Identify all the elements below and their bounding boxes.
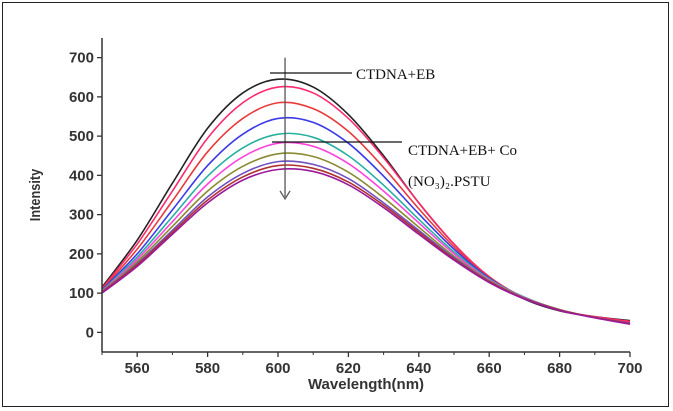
annotation-bottom-line1: CTDNA+EB+ Co [408,143,517,159]
x-tick-label: 680 [547,360,572,377]
plot-series-group [101,78,631,325]
y-tick-label: 700 [69,50,94,67]
arrow-head [279,190,291,201]
y-axis-title: Intensity [26,169,43,222]
series-line-5 [101,132,631,325]
y-tick-label: 200 [69,246,94,263]
y-tick-label: 300 [69,207,94,224]
y-tick-label: 0 [86,324,94,341]
y-tick-label: 500 [69,128,94,145]
x-axis-title: Wavelength(nm) [308,376,424,393]
x-tick-label: 600 [265,360,290,377]
y-tick-label: 600 [69,89,94,106]
series-line-10 [101,168,631,325]
quenching-arrow [279,57,291,201]
x-tick-label: 660 [477,360,502,377]
x-tick-label: 620 [336,360,361,377]
series-line-2 [101,85,631,323]
y-ticks-group: 0 100 200 300 400 500 600 700 [69,50,102,341]
x-tick-label: 640 [406,360,431,377]
y-tick-label: 100 [69,285,94,302]
x-tick-label: 700 [617,360,642,377]
annotation-top: CTDNA+EB [356,67,435,83]
axes-group [101,38,630,353]
annotation-bottom-line2: (NO₃)₂.PSTU [408,174,491,190]
x-tick-label: 560 [125,360,150,377]
series-line-8 [101,160,631,325]
y-tick-label: 400 [69,167,94,184]
x-ticks-group: 560 580 600 620 640 660 680 700 [101,352,643,377]
x-tick-label: 580 [195,360,220,377]
chart-frame [2,2,669,407]
